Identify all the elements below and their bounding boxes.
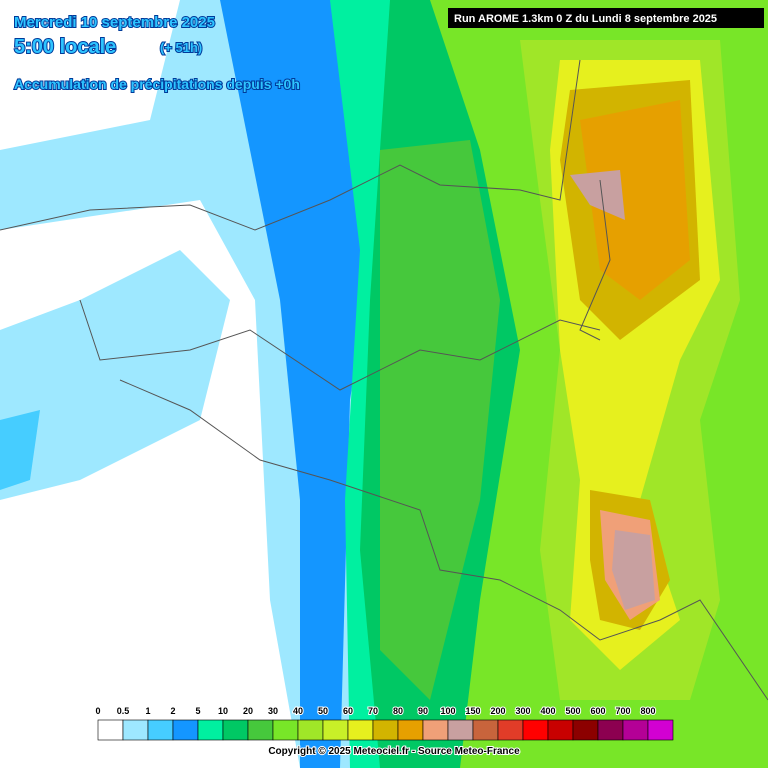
rain-area [612, 530, 655, 610]
legend-label: 90 [418, 706, 428, 716]
legend-label: 2 [170, 706, 175, 716]
legend-swatch [397, 719, 424, 741]
legend-swatch [422, 719, 449, 741]
legend-swatch [497, 719, 524, 741]
legend-swatch [597, 719, 624, 741]
legend-swatch [122, 719, 149, 741]
legend-label: 800 [640, 706, 655, 716]
legend-label: 1 [145, 706, 150, 716]
date: Mercredi 10 septembre 2025 [14, 14, 215, 31]
legend-label: 300 [515, 706, 530, 716]
legend-label: 40 [293, 706, 303, 716]
rain-area [580, 100, 690, 300]
run-info: Run AROME 1.3km 0 Z du Lundi 8 septembre… [454, 13, 717, 25]
border [0, 59, 581, 231]
legend-swatch [622, 719, 649, 741]
legend-swatch [197, 719, 224, 741]
legend-label: 200 [490, 706, 505, 716]
legend-swatch [297, 719, 324, 741]
legend-label: 600 [590, 706, 605, 716]
legend-swatch [547, 719, 574, 741]
run-box [448, 8, 764, 28]
legend-swatch [147, 719, 174, 741]
subtitle: Accumulation de précipitations depuis +0… [14, 76, 300, 92]
legend-label: 5 [195, 706, 200, 716]
legend-swatch [172, 719, 199, 741]
legend-swatch [372, 719, 399, 741]
legend-swatch [522, 719, 549, 741]
legend-swatch [347, 719, 374, 741]
legend-swatch [247, 719, 274, 741]
legend-swatch [447, 719, 474, 741]
rain-area [380, 140, 500, 700]
light-rain-area [0, 250, 230, 500]
legend-swatch [647, 719, 674, 741]
rain-area [570, 170, 625, 220]
legend-label: 30 [268, 706, 278, 716]
legend-label: 60 [343, 706, 353, 716]
legend-label: 500 [565, 706, 580, 716]
legend-swatch [97, 719, 124, 741]
legend-label: 50 [318, 706, 328, 716]
border [579, 179, 611, 341]
legend-swatch [572, 719, 599, 741]
legend-swatch [272, 719, 299, 741]
legend-label: 150 [465, 706, 480, 716]
time: 5:00 locale [14, 36, 116, 58]
legend-label: 0.5 [117, 706, 130, 716]
legend-label: 80 [393, 706, 403, 716]
legend-label: 100 [440, 706, 455, 716]
rain-area [0, 410, 40, 490]
legend-label: 400 [540, 706, 555, 716]
legend-swatch [222, 719, 249, 741]
legend-label: 70 [368, 706, 378, 716]
offset: (+ 51h) [160, 40, 202, 55]
border [79, 299, 601, 391]
border [119, 379, 768, 701]
legend-label: 10 [218, 706, 228, 716]
legend-label: 20 [243, 706, 253, 716]
legend-swatch [322, 719, 349, 741]
copyright: Copyright © 2025 Meteociel.fr - Source M… [268, 746, 520, 757]
legend-label: 700 [615, 706, 630, 716]
legend-swatch [472, 719, 499, 741]
legend-label: 0 [95, 706, 100, 716]
legend: 0 0.5 1 2 5 10 20 30 40 50 60 70 80 90 100 150 200 300 400… [94, 705, 674, 741]
